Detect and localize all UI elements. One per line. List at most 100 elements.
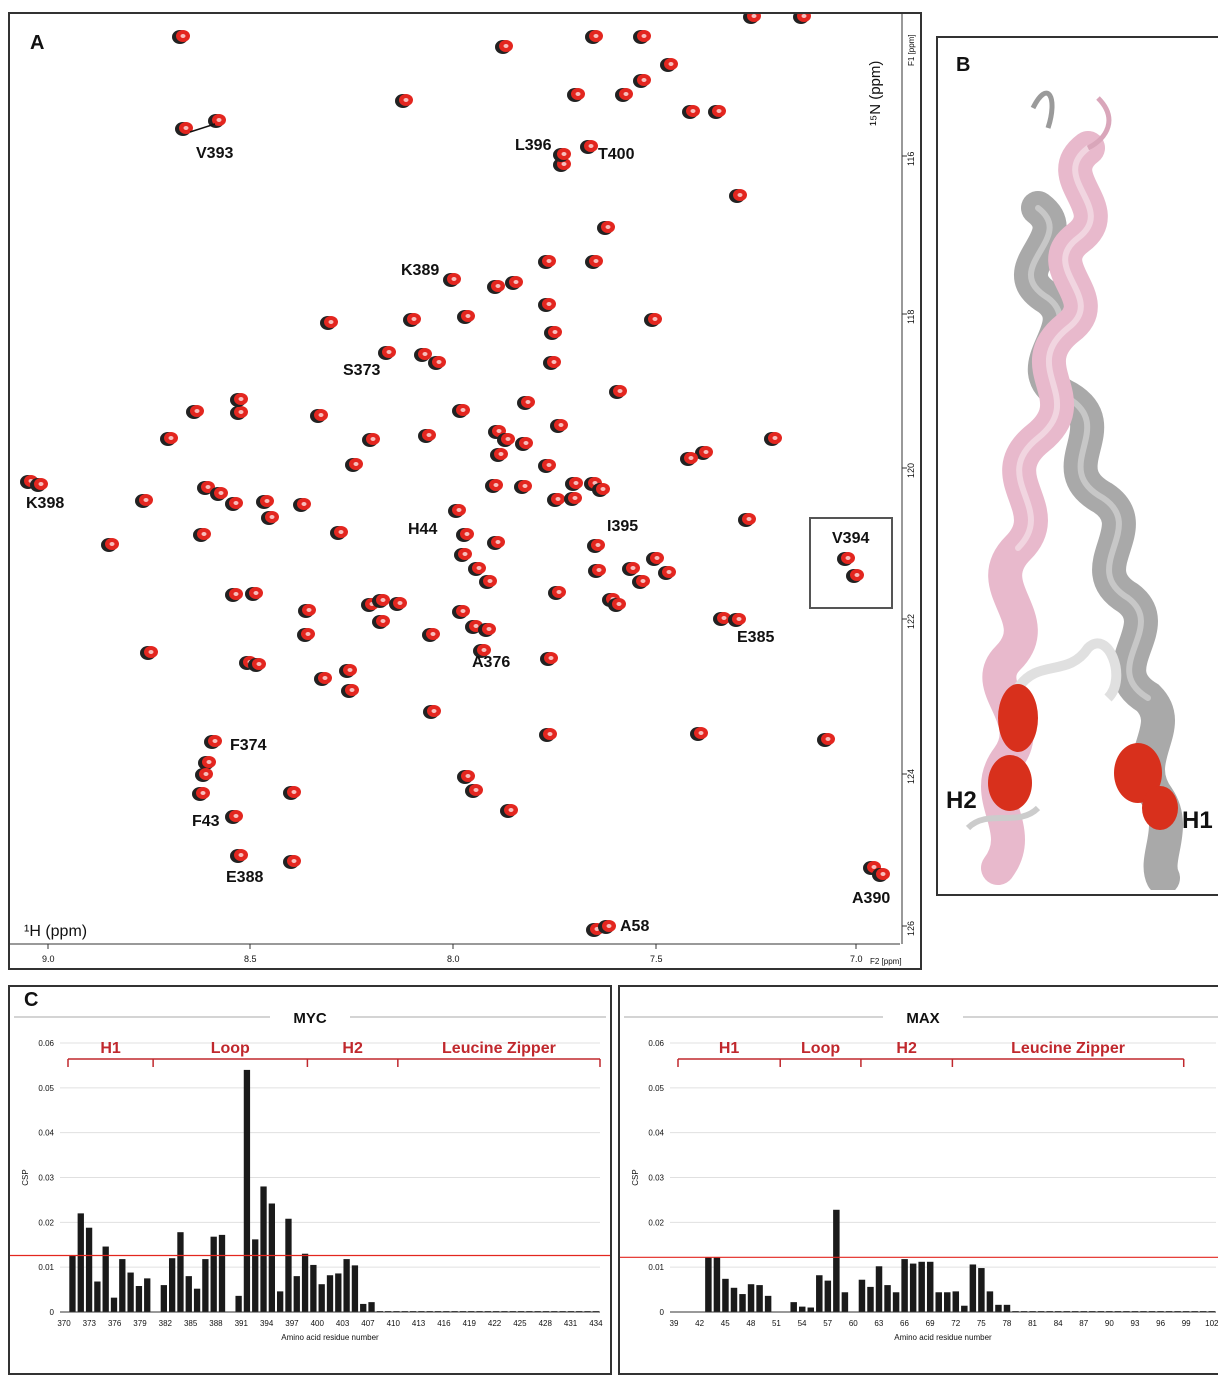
peak-center (238, 853, 244, 857)
peak-center (616, 602, 622, 606)
max-region-label: H2 (896, 1040, 917, 1057)
max-bar (986, 1291, 994, 1312)
peak-center (349, 688, 355, 692)
max-y-tick-label: 0.01 (648, 1263, 664, 1272)
y-tick-label: 116 (906, 152, 916, 166)
peak-center (143, 498, 149, 502)
max-region-label: H1 (719, 1040, 740, 1057)
myc-y-tick-label: 0.01 (38, 1263, 54, 1272)
peak-center (561, 152, 567, 156)
myc-y-tick-label: 0.02 (38, 1218, 54, 1227)
myc-x-tick-label: 422 (488, 1319, 502, 1328)
max-x-tick-label: 60 (849, 1319, 858, 1328)
peak-center (593, 34, 599, 38)
x-tick-label: 7.0 (850, 954, 863, 964)
myc-bar (202, 1259, 209, 1312)
myc-y-tick-label: 0.04 (38, 1129, 54, 1138)
max-bar (713, 1257, 721, 1312)
max-bar (909, 1263, 917, 1312)
max-y-tick-label: 0.06 (648, 1039, 664, 1048)
panel-b-structure: B H2 H1 (936, 36, 1218, 896)
peak-label: E385 (737, 629, 774, 646)
peak-center (233, 592, 239, 596)
peak-center (183, 126, 189, 130)
panel-c-myc-chart: C MYC 0 0.01 0.02 0.03 0.04 0.05 0.06 CSP H1 Loop H… (8, 985, 612, 1375)
peak-center (460, 408, 466, 412)
max-bar (739, 1294, 746, 1312)
peak-center (546, 463, 552, 467)
myc-y-axis-title: CSP (21, 1169, 30, 1185)
peak-center (496, 429, 502, 433)
peak-center (194, 409, 200, 413)
myc-bar (69, 1255, 76, 1312)
peak-center (322, 676, 328, 680)
x-tick-label: 7.5 (650, 954, 663, 964)
max-bar (978, 1268, 985, 1312)
peak-center (306, 608, 312, 612)
peak-center (233, 501, 239, 505)
axis-tick-group: 9.0 8.5 8.0 7.5 7.0 116 118 120 122 124 126 (42, 152, 916, 964)
peak-center (486, 627, 492, 631)
max-x-tick-label: 51 (772, 1319, 781, 1328)
myc-x-axis-title: Amino acid residue number (281, 1333, 379, 1342)
myc-x-tick-label: 413 (412, 1319, 426, 1328)
myc-bar (318, 1284, 325, 1312)
max-x-tick-label: 48 (746, 1319, 755, 1328)
peak-center (493, 483, 499, 487)
peak-center (703, 450, 709, 454)
max-x-tick-label: 75 (977, 1319, 986, 1328)
peak-center (233, 814, 239, 818)
peak-center (605, 225, 611, 229)
myc-bar (77, 1213, 84, 1312)
max-x-tick-label: 84 (1054, 1319, 1063, 1328)
max-region-label: Leucine Zipper (1011, 1040, 1125, 1057)
peak-center (690, 109, 696, 113)
loop-region (1013, 638, 1122, 702)
peak-center (555, 497, 561, 501)
peak-center (380, 619, 386, 623)
x-tick-label: 8.5 (244, 954, 257, 964)
peak-center (347, 668, 353, 672)
peak-center (168, 436, 174, 440)
peak-center (572, 496, 578, 500)
hsqc-plot: V393 L396 T400 K389 S373 K398 H44 I395 V394 E385 A… (10, 14, 916, 966)
max-x-tick-label: 78 (1002, 1319, 1011, 1328)
peak-center (481, 648, 487, 652)
max-bar (730, 1287, 738, 1312)
peak-label: S373 (343, 362, 380, 379)
peak-center (476, 566, 482, 570)
myc-bar (243, 1069, 251, 1312)
max-x-axis-title: Amino acid residue number (894, 1333, 992, 1342)
myc-x-tick-label: 400 (311, 1319, 325, 1328)
peak-center (641, 34, 647, 38)
peak-center (212, 739, 218, 743)
peak-center (871, 865, 877, 869)
myc-x-tick-label: 410 (387, 1319, 401, 1328)
y-axis-title: ¹⁵N (ppm) (867, 61, 884, 126)
max-bar (884, 1285, 891, 1312)
max-y-tick-label: 0.02 (648, 1218, 664, 1227)
peak-label: H44 (408, 521, 437, 538)
peak-center (206, 760, 212, 764)
myc-bar (326, 1275, 334, 1312)
peak-center (880, 872, 886, 876)
max-bar (816, 1275, 823, 1312)
peak-center (845, 556, 851, 560)
peak-center (573, 481, 579, 485)
peak-center (668, 62, 674, 66)
myc-x-tick-label: 388 (209, 1319, 223, 1328)
peak-label: V394 (832, 530, 869, 547)
max-bar (926, 1261, 934, 1312)
peak-center (253, 591, 259, 595)
coiled-coil-structure: H2 H1 (946, 90, 1213, 890)
myc-x-tick-label: 434 (589, 1319, 603, 1328)
peak-label: E388 (226, 869, 263, 886)
peak-center (370, 437, 376, 441)
peak-center (495, 284, 501, 288)
v394-highlight-box (809, 517, 893, 609)
myc-region-label: Loop (211, 1040, 250, 1057)
myc-y-tick-label: 0 (50, 1308, 55, 1317)
myc-x-tick-label: 419 (463, 1319, 477, 1328)
peak-center (640, 579, 646, 583)
peak-center (617, 389, 623, 393)
